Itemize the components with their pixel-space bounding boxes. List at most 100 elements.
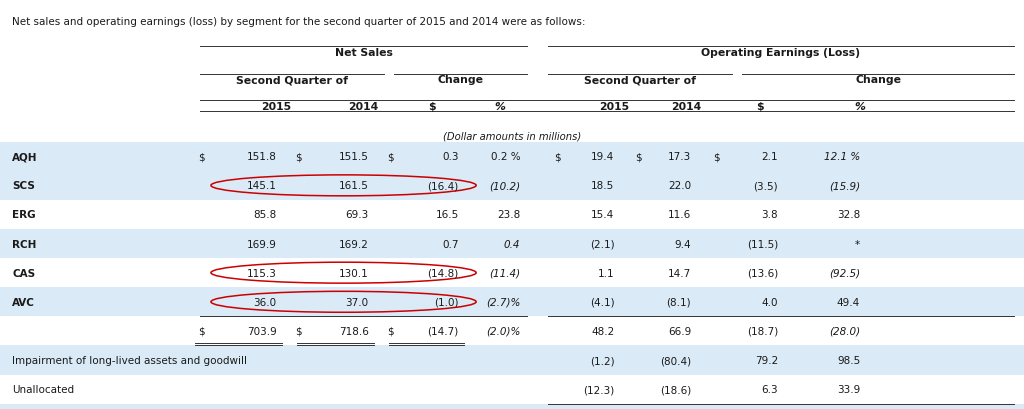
FancyBboxPatch shape (0, 258, 1024, 288)
Text: (2.1): (2.1) (590, 239, 614, 249)
Text: (14.8): (14.8) (427, 268, 459, 278)
Text: 2014: 2014 (671, 102, 701, 112)
Text: AVC: AVC (12, 297, 35, 307)
Text: (13.6): (13.6) (746, 268, 778, 278)
Text: (1.0): (1.0) (434, 297, 459, 307)
Text: CAS: CAS (12, 268, 36, 278)
Text: 0.7: 0.7 (442, 239, 459, 249)
Text: 32.8: 32.8 (837, 210, 860, 220)
FancyBboxPatch shape (0, 171, 1024, 200)
FancyBboxPatch shape (0, 317, 1024, 346)
Text: *: * (855, 239, 860, 249)
Text: (11.5): (11.5) (746, 239, 778, 249)
Text: (3.5): (3.5) (754, 181, 778, 191)
Text: 0.3: 0.3 (442, 152, 459, 162)
Text: 22.0: 22.0 (668, 181, 691, 191)
Text: (10.2): (10.2) (489, 181, 520, 191)
Text: Change: Change (855, 75, 901, 85)
Text: 85.8: 85.8 (253, 210, 276, 220)
Text: Change: Change (438, 75, 483, 85)
Text: 161.5: 161.5 (339, 181, 369, 191)
Text: 36.0: 36.0 (253, 297, 276, 307)
Text: (80.4): (80.4) (660, 355, 691, 365)
Text: 14.7: 14.7 (668, 268, 691, 278)
Text: $: $ (756, 102, 764, 112)
Text: 115.3: 115.3 (247, 268, 276, 278)
Text: 145.1: 145.1 (247, 181, 276, 191)
FancyBboxPatch shape (0, 346, 1024, 375)
Text: (18.7): (18.7) (746, 326, 778, 336)
Text: 0.4: 0.4 (504, 239, 520, 249)
Text: 48.2: 48.2 (591, 326, 614, 336)
Text: 2.1: 2.1 (762, 152, 778, 162)
Text: 0.2 %: 0.2 % (490, 152, 520, 162)
Text: Net Sales: Net Sales (335, 48, 392, 58)
Text: 703.9: 703.9 (247, 326, 276, 336)
Text: %: % (855, 102, 865, 112)
Text: $: $ (199, 152, 205, 162)
Text: 9.4: 9.4 (675, 239, 691, 249)
Text: Second Quarter of: Second Quarter of (584, 75, 696, 85)
FancyBboxPatch shape (0, 200, 1024, 229)
Text: Second Quarter of: Second Quarter of (236, 75, 348, 85)
Text: (28.0): (28.0) (829, 326, 860, 336)
Text: 69.3: 69.3 (345, 210, 369, 220)
Text: 16.5: 16.5 (435, 210, 459, 220)
Text: %: % (495, 102, 505, 112)
Text: 79.2: 79.2 (755, 355, 778, 365)
Text: 15.4: 15.4 (591, 210, 614, 220)
Text: 18.5: 18.5 (591, 181, 614, 191)
Text: 130.1: 130.1 (339, 268, 369, 278)
FancyBboxPatch shape (0, 404, 1024, 409)
Text: 23.8: 23.8 (497, 210, 520, 220)
FancyBboxPatch shape (0, 229, 1024, 258)
Text: $: $ (428, 102, 436, 112)
Text: 169.9: 169.9 (247, 239, 276, 249)
Text: (Dollar amounts in millions): (Dollar amounts in millions) (442, 131, 582, 141)
FancyBboxPatch shape (0, 288, 1024, 317)
Text: 3.8: 3.8 (762, 210, 778, 220)
Text: (4.1): (4.1) (590, 297, 614, 307)
Text: 98.5: 98.5 (837, 355, 860, 365)
Text: Impairment of long-lived assets and goodwill: Impairment of long-lived assets and good… (12, 355, 247, 365)
Text: 2015: 2015 (599, 102, 630, 112)
Text: $: $ (555, 152, 561, 162)
Text: $: $ (388, 326, 394, 336)
Text: (15.9): (15.9) (829, 181, 860, 191)
Text: 19.4: 19.4 (591, 152, 614, 162)
Text: 4.0: 4.0 (762, 297, 778, 307)
Text: 12.1 %: 12.1 % (824, 152, 860, 162)
Text: 17.3: 17.3 (668, 152, 691, 162)
Text: 169.2: 169.2 (339, 239, 369, 249)
Text: Operating Earnings (Loss): Operating Earnings (Loss) (701, 48, 860, 58)
Text: $: $ (199, 326, 205, 336)
Text: 11.6: 11.6 (668, 210, 691, 220)
Text: $: $ (636, 152, 642, 162)
Text: $: $ (714, 152, 720, 162)
FancyBboxPatch shape (0, 375, 1024, 404)
Text: AQH: AQH (12, 152, 38, 162)
Text: (11.4): (11.4) (489, 268, 520, 278)
Text: 151.8: 151.8 (247, 152, 276, 162)
Text: 151.5: 151.5 (339, 152, 369, 162)
Text: 2014: 2014 (348, 102, 379, 112)
Text: $: $ (296, 326, 302, 336)
Text: 49.4: 49.4 (837, 297, 860, 307)
Text: (12.3): (12.3) (583, 384, 614, 394)
Text: Unallocated: Unallocated (12, 384, 75, 394)
Text: 718.6: 718.6 (339, 326, 369, 336)
FancyBboxPatch shape (0, 142, 1024, 171)
Text: $: $ (388, 152, 394, 162)
Text: $: $ (296, 152, 302, 162)
Text: (16.4): (16.4) (427, 181, 459, 191)
Text: 66.9: 66.9 (668, 326, 691, 336)
Text: (2.0)%: (2.0)% (485, 326, 520, 336)
Text: Net sales and operating earnings (loss) by segment for the second quarter of 201: Net sales and operating earnings (loss) … (12, 17, 586, 27)
Text: (1.2): (1.2) (590, 355, 614, 365)
Text: RCH: RCH (12, 239, 37, 249)
Text: (8.1): (8.1) (667, 297, 691, 307)
Text: (14.7): (14.7) (427, 326, 459, 336)
Text: 1.1: 1.1 (598, 268, 614, 278)
Text: 33.9: 33.9 (837, 384, 860, 394)
Text: 2015: 2015 (261, 102, 292, 112)
